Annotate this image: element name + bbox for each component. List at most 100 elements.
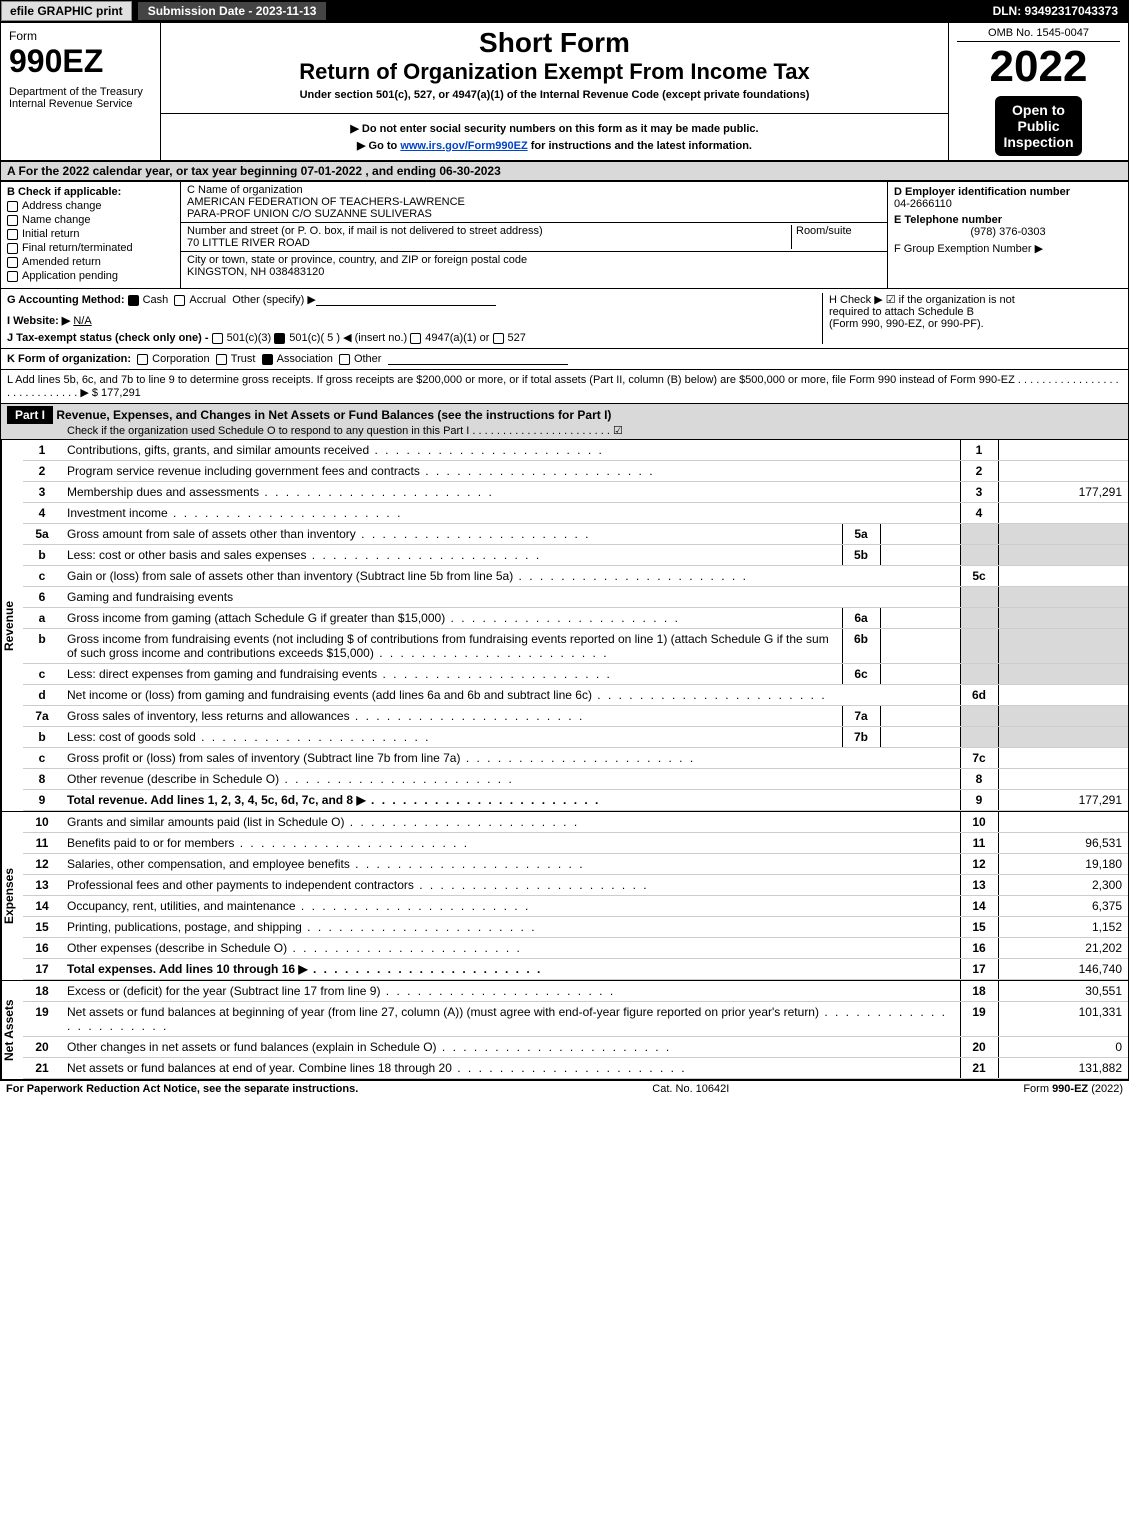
4947-checkbox[interactable]: [410, 333, 421, 344]
open-to: Open to: [1003, 102, 1073, 118]
line-description: Gross amount from sale of assets other t…: [61, 524, 842, 545]
line-number: 4: [23, 503, 61, 524]
dln-label: DLN: 93492317043373: [983, 2, 1128, 20]
line-description: Total revenue. Add lines 1, 2, 3, 4, 5c,…: [61, 790, 960, 811]
line-description: Contributions, gifts, grants, and simila…: [61, 440, 960, 461]
501c3-label: 501(c)(3): [227, 332, 272, 344]
section-b-title: B Check if applicable:: [7, 186, 174, 198]
527-checkbox[interactable]: [493, 333, 504, 344]
other-specify-input[interactable]: [316, 294, 496, 306]
line-number: b: [23, 545, 61, 566]
group-exemption-label: F Group Exemption Number ▶: [894, 242, 1122, 255]
checkbox[interactable]: [7, 201, 18, 212]
line-number: b: [23, 727, 61, 748]
street-label: Number and street (or P. O. box, if mail…: [187, 225, 791, 237]
netassets-vertical-label: Net Assets: [1, 981, 23, 1079]
accrual-checkbox[interactable]: [174, 295, 185, 306]
line-number: 5a: [23, 524, 61, 545]
checkbox[interactable]: [7, 229, 18, 240]
form-of-org-checkbox[interactable]: [339, 354, 350, 365]
omb-number: OMB No. 1545-0047: [957, 27, 1120, 42]
line-value: [998, 566, 1128, 587]
line-value: [998, 812, 1128, 833]
line-description: Less: direct expenses from gaming and fu…: [61, 664, 842, 685]
form-line: bLess: cost or other basis and sales exp…: [23, 545, 1128, 566]
org-name-1: AMERICAN FEDERATION OF TEACHERS-LAWRENCE: [187, 196, 881, 208]
line-value: 19,180: [998, 854, 1128, 875]
accounting-method-label: G Accounting Method:: [7, 294, 125, 306]
checkbox[interactable]: [7, 257, 18, 268]
line-number: c: [23, 748, 61, 769]
top-bar: efile GRAPHIC print Submission Date - 20…: [0, 0, 1129, 22]
form-line: 13Professional fees and other payments t…: [23, 875, 1128, 896]
cash-label: Cash: [143, 294, 169, 306]
form-line: 5aGross amount from sale of assets other…: [23, 524, 1128, 545]
line-ref-shade: [960, 706, 998, 727]
page-footer: For Paperwork Reduction Act Notice, see …: [0, 1080, 1129, 1097]
footer-left: For Paperwork Reduction Act Notice, see …: [6, 1083, 358, 1095]
line-number: 8: [23, 769, 61, 790]
form-line: 10Grants and similar amounts paid (list …: [23, 812, 1128, 833]
section-k: K Form of organization: Corporation Trus…: [0, 349, 1129, 370]
section-b-item: Initial return: [7, 228, 174, 240]
501c-checkbox[interactable]: [274, 333, 285, 344]
line-description: Total expenses. Add lines 10 through 16: [61, 959, 960, 980]
form-line: cGain or (loss) from sale of assets othe…: [23, 566, 1128, 587]
expenses-block: Expenses 10Grants and similar amounts pa…: [0, 811, 1129, 980]
line-description: Membership dues and assessments: [61, 482, 960, 503]
line-value-shade: [998, 545, 1128, 566]
line-description: Grants and similar amounts paid (list in…: [61, 812, 960, 833]
line-reference: 7c: [960, 748, 998, 769]
line-ref-shade: [960, 629, 998, 664]
revenue-block: Revenue 1Contributions, gifts, grants, a…: [0, 440, 1129, 811]
tax-year: 2022: [957, 42, 1120, 92]
form-of-org-checkbox[interactable]: [216, 354, 227, 365]
501c3-checkbox[interactable]: [212, 333, 223, 344]
line-description: Investment income: [61, 503, 960, 524]
section-b: B Check if applicable: Address changeNam…: [1, 182, 181, 288]
efile-print-button[interactable]: efile GRAPHIC print: [1, 1, 132, 21]
part1-subtitle: Check if the organization used Schedule …: [7, 424, 1122, 437]
section-d-e-f: D Employer identification number 04-2666…: [888, 182, 1128, 288]
form-of-org-checkbox[interactable]: [262, 354, 273, 365]
form-number: 990EZ: [9, 43, 152, 80]
line-reference: 21: [960, 1058, 998, 1079]
line-description: Excess or (deficit) for the year (Subtra…: [61, 981, 960, 1002]
line-value: [998, 503, 1128, 524]
line-value-shade: [998, 629, 1128, 664]
section-b-item: Amended return: [7, 256, 174, 268]
under-section: Under section 501(c), 527, or 4947(a)(1)…: [169, 89, 940, 101]
line-description: Professional fees and other payments to …: [61, 875, 960, 896]
checkbox[interactable]: [7, 215, 18, 226]
line-number: 18: [23, 981, 61, 1002]
line-reference: 6d: [960, 685, 998, 706]
line-number: 16: [23, 938, 61, 959]
section-g-h: G Accounting Method: Cash Accrual Other …: [0, 289, 1129, 349]
line-number: 1: [23, 440, 61, 461]
department-label: Department of the Treasury Internal Reve…: [9, 86, 152, 110]
line-number: 2: [23, 461, 61, 482]
line-description: Occupancy, rent, utilities, and maintena…: [61, 896, 960, 917]
irs-link[interactable]: www.irs.gov/Form990EZ: [400, 140, 527, 152]
form-of-org-checkbox[interactable]: [137, 354, 148, 365]
other-org-input[interactable]: [388, 353, 568, 365]
form-line: 18Excess or (deficit) for the year (Subt…: [23, 981, 1128, 1002]
checkbox[interactable]: [7, 271, 18, 282]
cash-checkbox[interactable]: [128, 295, 139, 306]
line-reference: 1: [960, 440, 998, 461]
line-description: Net income or (loss) from gaming and fun…: [61, 685, 960, 706]
street-value: 70 LITTLE RIVER ROAD: [187, 237, 791, 249]
accrual-label: Accrual: [189, 294, 226, 306]
line-value-shade: [998, 706, 1128, 727]
telephone-value: (978) 376-0303: [894, 226, 1122, 238]
line-ref-shade: [960, 524, 998, 545]
line-description: Gaming and fundraising events: [61, 587, 960, 608]
org-info-grid: B Check if applicable: Address changeNam…: [0, 181, 1129, 289]
form-line: dNet income or (loss) from gaming and fu…: [23, 685, 1128, 706]
line-ref-shade: [960, 727, 998, 748]
line-number: 19: [23, 1002, 61, 1037]
checkbox[interactable]: [7, 243, 18, 254]
line-value: 96,531: [998, 833, 1128, 854]
line-mid-value: [880, 608, 960, 629]
telephone-label: E Telephone number: [894, 214, 1122, 226]
